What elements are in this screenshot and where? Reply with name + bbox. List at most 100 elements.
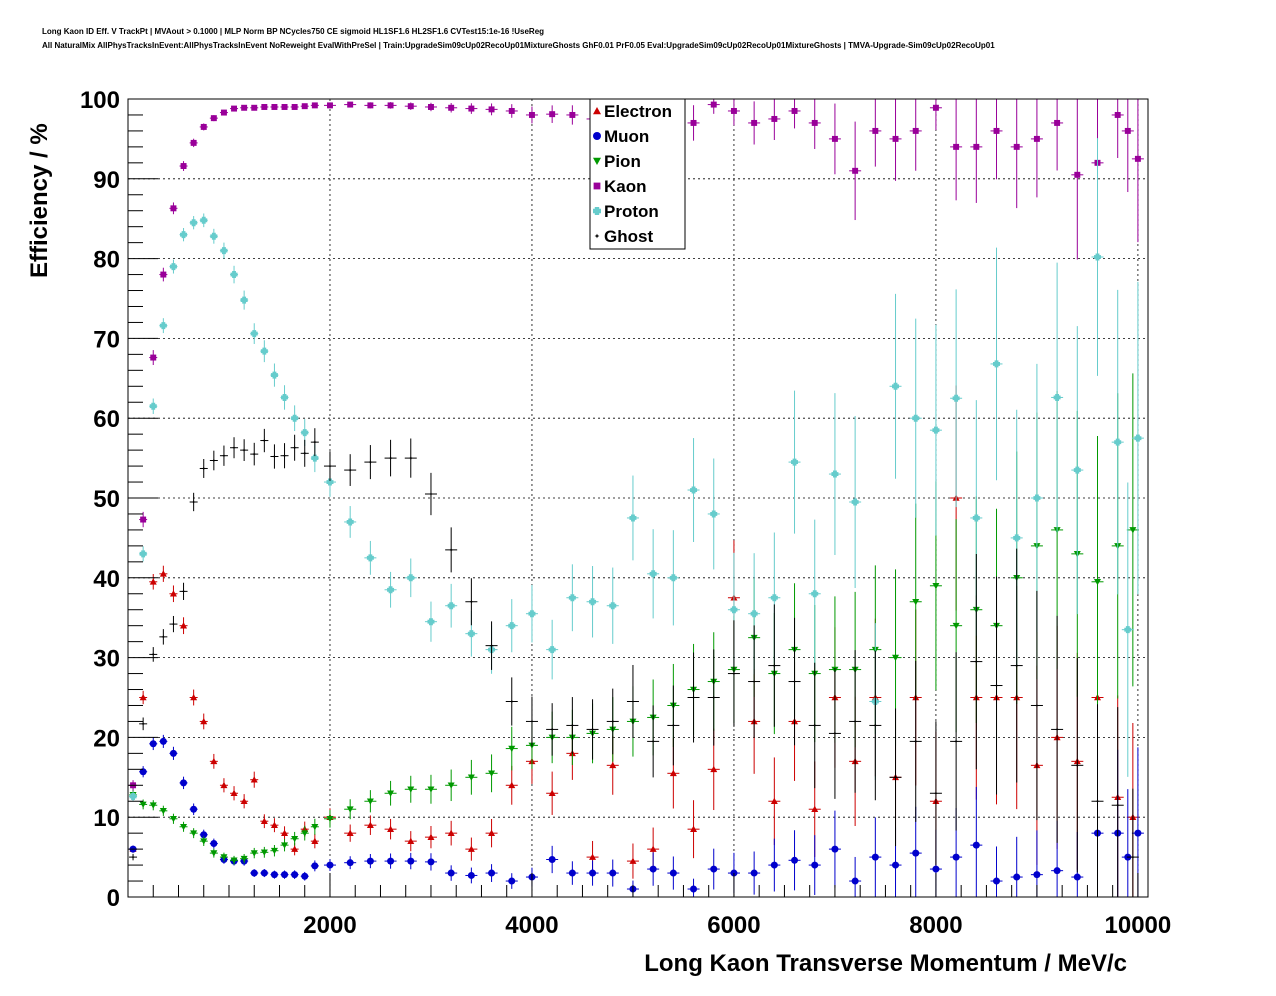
data-point	[1130, 855, 1135, 860]
data-point	[448, 104, 455, 111]
data-point	[973, 143, 980, 150]
data-point	[1013, 143, 1020, 150]
data-point	[190, 219, 198, 227]
data-point	[730, 606, 738, 614]
data-point	[302, 451, 307, 456]
data-point	[710, 865, 718, 873]
data-point	[221, 453, 226, 458]
data-point	[291, 104, 298, 110]
data-point	[590, 727, 595, 732]
x-tick-label: 6000	[707, 912, 760, 939]
data-point	[1033, 871, 1041, 879]
data-point	[180, 779, 188, 787]
data-point	[831, 135, 838, 142]
data-point	[548, 646, 556, 654]
data-point	[853, 719, 858, 724]
data-point	[669, 869, 677, 877]
data-point	[251, 104, 258, 111]
data-points	[129, 99, 1144, 897]
legend-entry: Ghost	[604, 227, 653, 246]
legend-marker	[593, 182, 601, 190]
data-point	[1053, 393, 1061, 401]
data-point	[812, 723, 817, 728]
data-point	[893, 775, 898, 780]
data-point	[311, 454, 319, 462]
data-point	[528, 111, 535, 118]
data-point	[346, 518, 354, 526]
data-point	[387, 790, 395, 797]
data-point	[690, 486, 698, 494]
y-tick-label: 50	[93, 486, 120, 513]
data-point	[912, 598, 920, 606]
data-point	[548, 855, 556, 863]
data-point	[811, 119, 818, 126]
data-point	[1114, 111, 1121, 118]
data-point	[220, 247, 228, 255]
data-point	[932, 104, 939, 111]
y-tick-label: 60	[93, 406, 120, 433]
data-point	[141, 721, 146, 726]
data-point	[549, 111, 556, 118]
x-tick-label: 8000	[909, 912, 962, 939]
data-point	[508, 781, 516, 789]
data-point	[770, 861, 778, 869]
data-point	[240, 296, 248, 304]
data-point	[291, 835, 299, 843]
legend-marker	[594, 233, 600, 239]
data-point	[851, 498, 859, 506]
data-point	[488, 829, 496, 836]
data-point	[180, 823, 188, 831]
data-point	[811, 590, 819, 598]
data-point	[301, 830, 309, 837]
data-point	[892, 654, 900, 662]
data-point	[791, 107, 798, 114]
data-point	[428, 491, 434, 497]
data-point	[366, 821, 374, 828]
data-point	[589, 853, 597, 860]
data-point	[159, 808, 167, 815]
data-point	[710, 510, 718, 518]
data-point	[346, 829, 354, 836]
data-point	[1033, 135, 1040, 142]
y-tick-label: 80	[93, 247, 120, 274]
data-point	[1124, 626, 1132, 634]
data-point	[508, 622, 516, 630]
data-point	[913, 739, 918, 744]
data-point	[731, 671, 736, 676]
data-point	[750, 869, 758, 877]
data-point	[1054, 119, 1061, 126]
data-point	[326, 478, 334, 486]
data-point	[691, 695, 696, 700]
data-point	[669, 769, 677, 777]
data-point	[467, 774, 475, 781]
data-point	[568, 594, 576, 602]
data-point	[852, 167, 859, 174]
data-point	[301, 103, 308, 110]
data-point	[447, 782, 455, 789]
data-point	[261, 104, 268, 110]
data-point	[311, 837, 319, 844]
data-point	[1124, 127, 1131, 134]
data-point	[589, 869, 597, 877]
data-point	[242, 448, 247, 453]
data-point	[149, 578, 157, 585]
data-point	[130, 855, 136, 860]
data-point	[270, 847, 278, 855]
legend-marker	[593, 157, 601, 165]
data-point	[150, 354, 157, 361]
data-point	[488, 770, 496, 777]
data-point	[151, 652, 156, 657]
data-point	[368, 460, 373, 465]
data-point	[180, 231, 188, 239]
data-point	[952, 622, 960, 630]
data-point	[312, 440, 317, 445]
data-point	[139, 768, 147, 776]
data-point	[1055, 727, 1060, 732]
data-point	[366, 554, 374, 562]
data-point	[974, 659, 979, 664]
data-point	[201, 466, 206, 471]
data-point	[210, 232, 218, 240]
data-point	[139, 801, 147, 808]
legend-box	[589, 98, 686, 250]
data-point	[291, 871, 299, 879]
